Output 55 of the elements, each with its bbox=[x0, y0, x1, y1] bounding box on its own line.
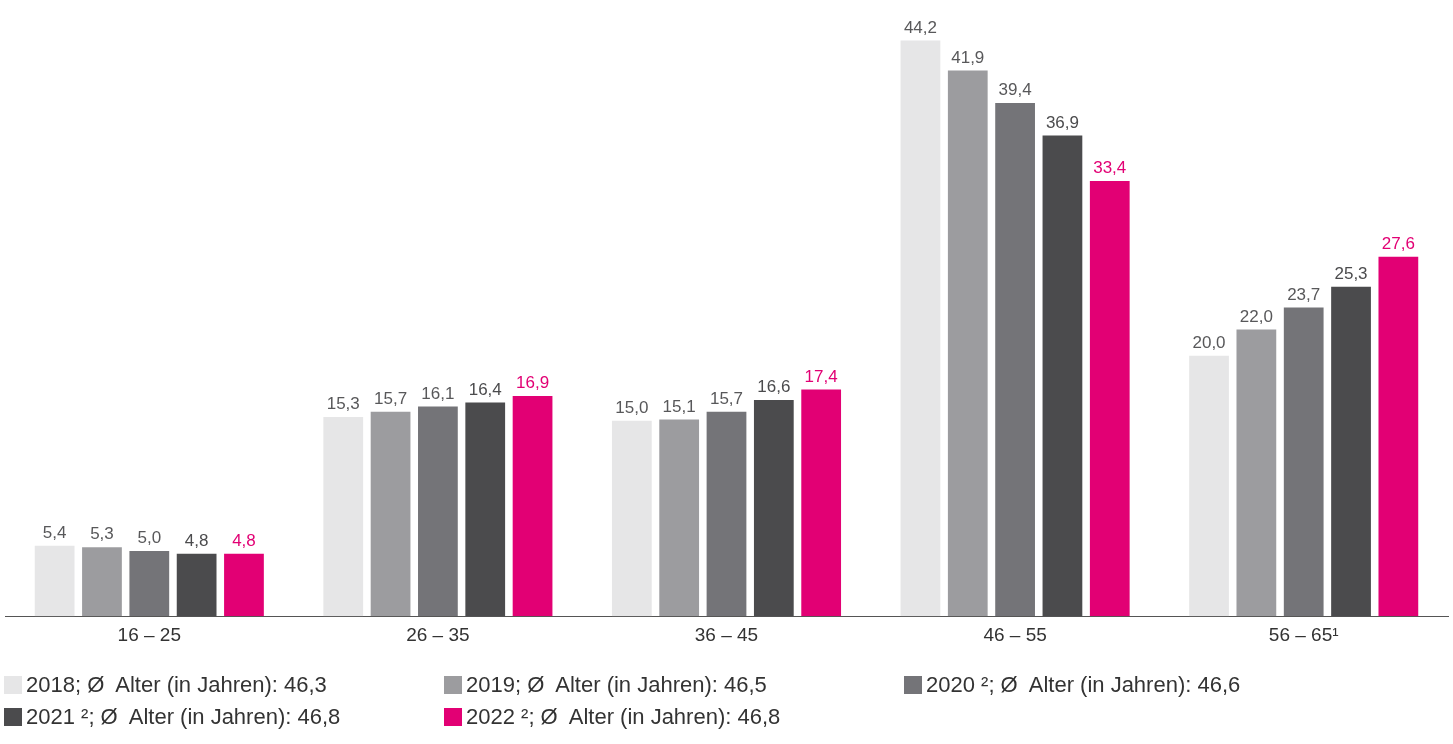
legend-label: 2022 ²; Ø Alter (in Jahren): 46,8 bbox=[466, 704, 781, 730]
data-label: 4,8 bbox=[232, 530, 256, 550]
bar bbox=[1378, 256, 1419, 617]
bar bbox=[370, 411, 411, 617]
bar bbox=[129, 551, 170, 617]
bar bbox=[801, 389, 842, 617]
data-label: 16,6 bbox=[757, 377, 791, 397]
data-label: 17,4 bbox=[804, 366, 838, 386]
legend-label: 2020 ²; Ø Alter (in Jahren): 46,6 bbox=[926, 672, 1241, 698]
x-tick-label: 36 – 45 bbox=[694, 623, 759, 645]
x-tick-label: 46 – 55 bbox=[983, 623, 1047, 645]
x-tick-label: 16 – 25 bbox=[117, 623, 181, 645]
data-label: 15,7 bbox=[709, 388, 744, 408]
bar bbox=[512, 396, 553, 617]
legend-label: 2018; Ø Alter (in Jahren): 46,3 bbox=[26, 672, 327, 698]
bar bbox=[34, 545, 75, 617]
data-label: 5,4 bbox=[42, 523, 67, 543]
data-label: 33,4 bbox=[1093, 158, 1127, 178]
bar bbox=[1189, 355, 1229, 617]
bar bbox=[1283, 307, 1324, 617]
data-label: 25,3 bbox=[1334, 263, 1368, 283]
data-label: 20,0 bbox=[1192, 332, 1226, 352]
data-label: 16,9 bbox=[516, 373, 550, 393]
data-label: 5,3 bbox=[90, 524, 114, 544]
data-label: 22,0 bbox=[1239, 306, 1273, 326]
bar bbox=[82, 547, 122, 617]
bar bbox=[995, 102, 1035, 617]
data-label: 16,1 bbox=[421, 383, 455, 403]
data-label: 15,0 bbox=[615, 397, 649, 417]
data-label: 27,6 bbox=[1381, 233, 1415, 253]
data-label: 4,8 bbox=[184, 530, 209, 550]
data-label: 15,1 bbox=[662, 396, 696, 416]
data-label: 39,4 bbox=[998, 80, 1032, 100]
bar bbox=[611, 420, 652, 617]
bar bbox=[706, 411, 747, 617]
bar bbox=[900, 40, 941, 617]
data-label: 23,7 bbox=[1287, 284, 1321, 304]
data-label: 44,2 bbox=[903, 17, 937, 37]
data-label: 16,4 bbox=[468, 379, 502, 399]
data-label: 5,0 bbox=[137, 528, 162, 548]
x-tick-label: 26 – 35 bbox=[406, 623, 470, 645]
bar bbox=[947, 70, 988, 617]
bar bbox=[1236, 329, 1277, 617]
bar bbox=[418, 406, 458, 617]
data-label: 15,3 bbox=[326, 394, 360, 414]
bar bbox=[224, 553, 264, 617]
x-tick-label: 56 – 65¹ bbox=[1268, 623, 1339, 645]
bar bbox=[1089, 181, 1130, 617]
data-label: 41,9 bbox=[951, 47, 985, 67]
legend-label: 2021 ²; Ø Alter (in Jahren): 46,8 bbox=[26, 704, 341, 730]
legend-label: 2019; Ø Alter (in Jahren): 46,5 bbox=[466, 672, 767, 698]
data-label: 15,7 bbox=[374, 388, 408, 408]
bar bbox=[659, 419, 700, 617]
data-label: 36,9 bbox=[1045, 112, 1079, 132]
bar bbox=[323, 416, 364, 617]
